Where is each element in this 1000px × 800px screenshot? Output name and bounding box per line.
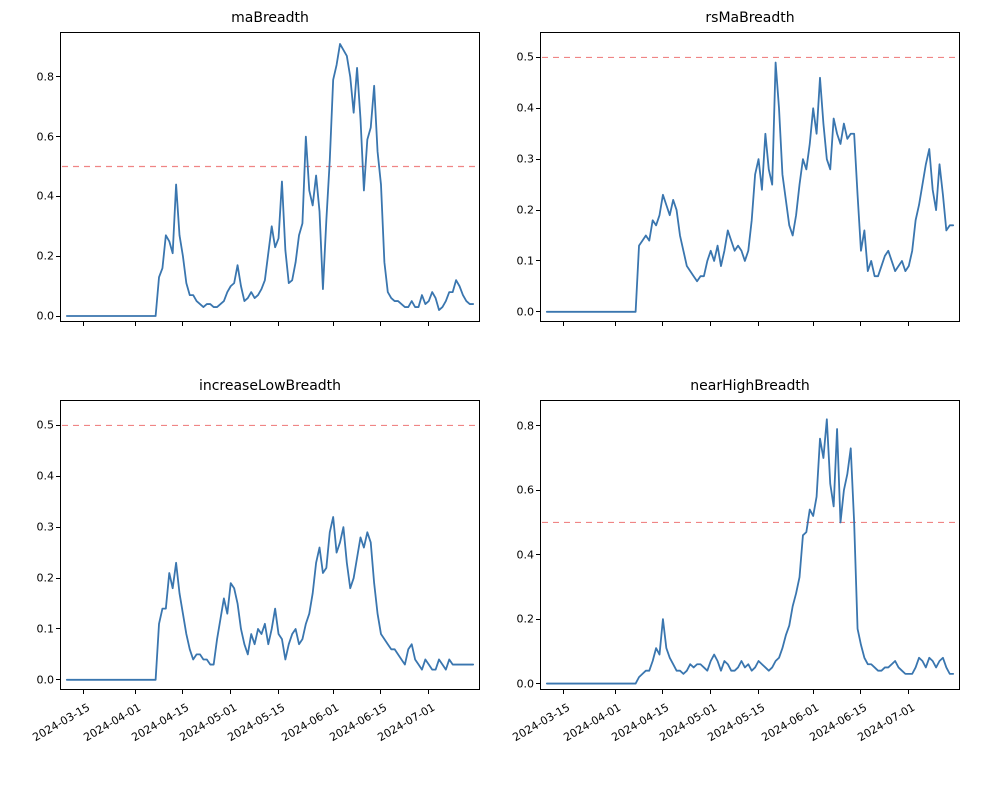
panel-nhb-xtick-mark <box>615 690 616 694</box>
panel-ma-ytick-mark <box>56 256 60 257</box>
panel-ma-ytick-label: 0.4 <box>20 190 54 203</box>
panel-ma-xtick-mark <box>83 322 84 326</box>
panel-rs-ytick-label: 0.3 <box>500 153 534 166</box>
panel-rs-xtick-mark <box>563 322 564 326</box>
panel-ilb-ytick-label: 0.2 <box>20 572 54 585</box>
panel-ilb-ytick-mark <box>56 578 60 579</box>
panel-rs-svg <box>540 32 960 322</box>
panel-rs-xtick-mark <box>758 322 759 326</box>
panel-rs-ytick-label: 0.2 <box>500 204 534 217</box>
panel-nhb-ytick-label: 0.6 <box>500 484 534 497</box>
panel-nhb-ytick-mark <box>536 619 540 620</box>
panel-ma-ytick-mark <box>56 196 60 197</box>
panel-ma-xtick-mark <box>428 322 429 326</box>
panel-ilb-ytick-label: 0.4 <box>20 470 54 483</box>
panel-nhb-ytick-mark <box>536 554 540 555</box>
panel-rs-ytick-mark <box>536 57 540 58</box>
panel-ma-ytick-mark <box>56 316 60 317</box>
panel-nhb-xtick-mark <box>908 690 909 694</box>
panel-nhb-ytick-label: 0.4 <box>500 548 534 561</box>
panel-ma-ytick-label: 0.6 <box>20 130 54 143</box>
panel-ma-xtick-mark <box>278 322 279 326</box>
panel-rs-ytick-label: 0.4 <box>500 102 534 115</box>
panel-rs-title: rsMaBreadth <box>540 10 960 26</box>
panel-ilb-ytick-mark <box>56 679 60 680</box>
figure-container: maBreadth0.00.20.40.60.8rsMaBreadth0.00.… <box>0 0 1000 800</box>
panel-nhb-xtick-mark <box>710 690 711 694</box>
panel-rs-ytick-mark <box>536 311 540 312</box>
panel-ilb-xtick-mark <box>333 690 334 694</box>
panel-rs-xtick-mark <box>615 322 616 326</box>
panel-ilb-ytick-mark <box>56 425 60 426</box>
panel-rs-ytick-mark <box>536 260 540 261</box>
panel-rs-ytick-label: 0.0 <box>500 305 534 318</box>
panel-ilb-svg <box>60 400 480 690</box>
panel-ma-ytick-mark <box>56 136 60 137</box>
panel-ilb-xtick-mark <box>83 690 84 694</box>
panel-nhb-ytick-mark <box>536 683 540 684</box>
panel-ilb-ytick-mark <box>56 476 60 477</box>
panel-ilb-ytick-label: 0.0 <box>20 673 54 686</box>
panel-nhb-xtick-mark <box>860 690 861 694</box>
panel-ma-xtick-mark <box>182 322 183 326</box>
panel-nhb-ytick-label: 0.2 <box>500 613 534 626</box>
panel-ma-svg <box>60 32 480 322</box>
panel-nhb-ytick-label: 0.0 <box>500 677 534 690</box>
panel-nhb-svg <box>540 400 960 690</box>
panel-ilb-xtick-mark <box>380 690 381 694</box>
panel-ma-series-line <box>67 44 473 316</box>
panel-rs-xtick-mark <box>662 322 663 326</box>
panel-ilb-xtick-mark <box>182 690 183 694</box>
panel-rs-xtick-mark <box>710 322 711 326</box>
panel-ma-xtick-mark <box>230 322 231 326</box>
panel-rs-ytick-mark <box>536 159 540 160</box>
panel-rs: rsMaBreadth0.00.10.20.30.40.5 <box>540 32 960 322</box>
panel-ilb-series-line <box>67 517 473 680</box>
panel-ma-ytick-label: 0.0 <box>20 310 54 323</box>
panel-ilb-xtick-mark <box>428 690 429 694</box>
panel-ilb: increaseLowBreadth0.00.10.20.30.40.52024… <box>60 400 480 690</box>
panel-nhb-ytick-mark <box>536 425 540 426</box>
panel-nhb-ytick-mark <box>536 490 540 491</box>
panel-rs-xtick-mark <box>813 322 814 326</box>
panel-rs-ytick-mark <box>536 210 540 211</box>
panel-ma-title: maBreadth <box>60 10 480 26</box>
panel-ma-xtick-mark <box>135 322 136 326</box>
panel-ilb-xtick-mark <box>278 690 279 694</box>
panel-nhb-series-line <box>547 419 953 683</box>
panel-ilb-ytick-label: 0.3 <box>20 521 54 534</box>
panel-rs-series-line <box>547 63 953 312</box>
panel-ilb-xtick-mark <box>135 690 136 694</box>
panel-ilb-ytick-label: 0.1 <box>20 622 54 635</box>
panel-nhb-title: nearHighBreadth <box>540 378 960 394</box>
panel-ma-ytick-label: 0.8 <box>20 70 54 83</box>
panel-ma-ytick-mark <box>56 76 60 77</box>
panel-nhb-xtick-mark <box>662 690 663 694</box>
panel-rs-xtick-mark <box>908 322 909 326</box>
panel-ma: maBreadth0.00.20.40.60.8 <box>60 32 480 322</box>
panel-rs-ytick-label: 0.1 <box>500 254 534 267</box>
panel-ilb-ytick-mark <box>56 527 60 528</box>
panel-ma-xtick-mark <box>333 322 334 326</box>
panel-ma-ytick-label: 0.2 <box>20 250 54 263</box>
panel-nhb: nearHighBreadth0.00.20.40.60.82024-03-15… <box>540 400 960 690</box>
panel-ilb-ytick-label: 0.5 <box>20 419 54 432</box>
panel-nhb-xtick-mark <box>813 690 814 694</box>
panel-nhb-xtick-mark <box>758 690 759 694</box>
panel-rs-ytick-label: 0.5 <box>500 51 534 64</box>
panel-ma-xtick-mark <box>380 322 381 326</box>
panel-ilb-ytick-mark <box>56 628 60 629</box>
panel-nhb-ytick-label: 0.8 <box>500 419 534 432</box>
panel-rs-ytick-mark <box>536 108 540 109</box>
panel-ilb-title: increaseLowBreadth <box>60 378 480 394</box>
panel-ilb-xtick-mark <box>230 690 231 694</box>
panel-nhb-xtick-mark <box>563 690 564 694</box>
panel-rs-xtick-mark <box>860 322 861 326</box>
